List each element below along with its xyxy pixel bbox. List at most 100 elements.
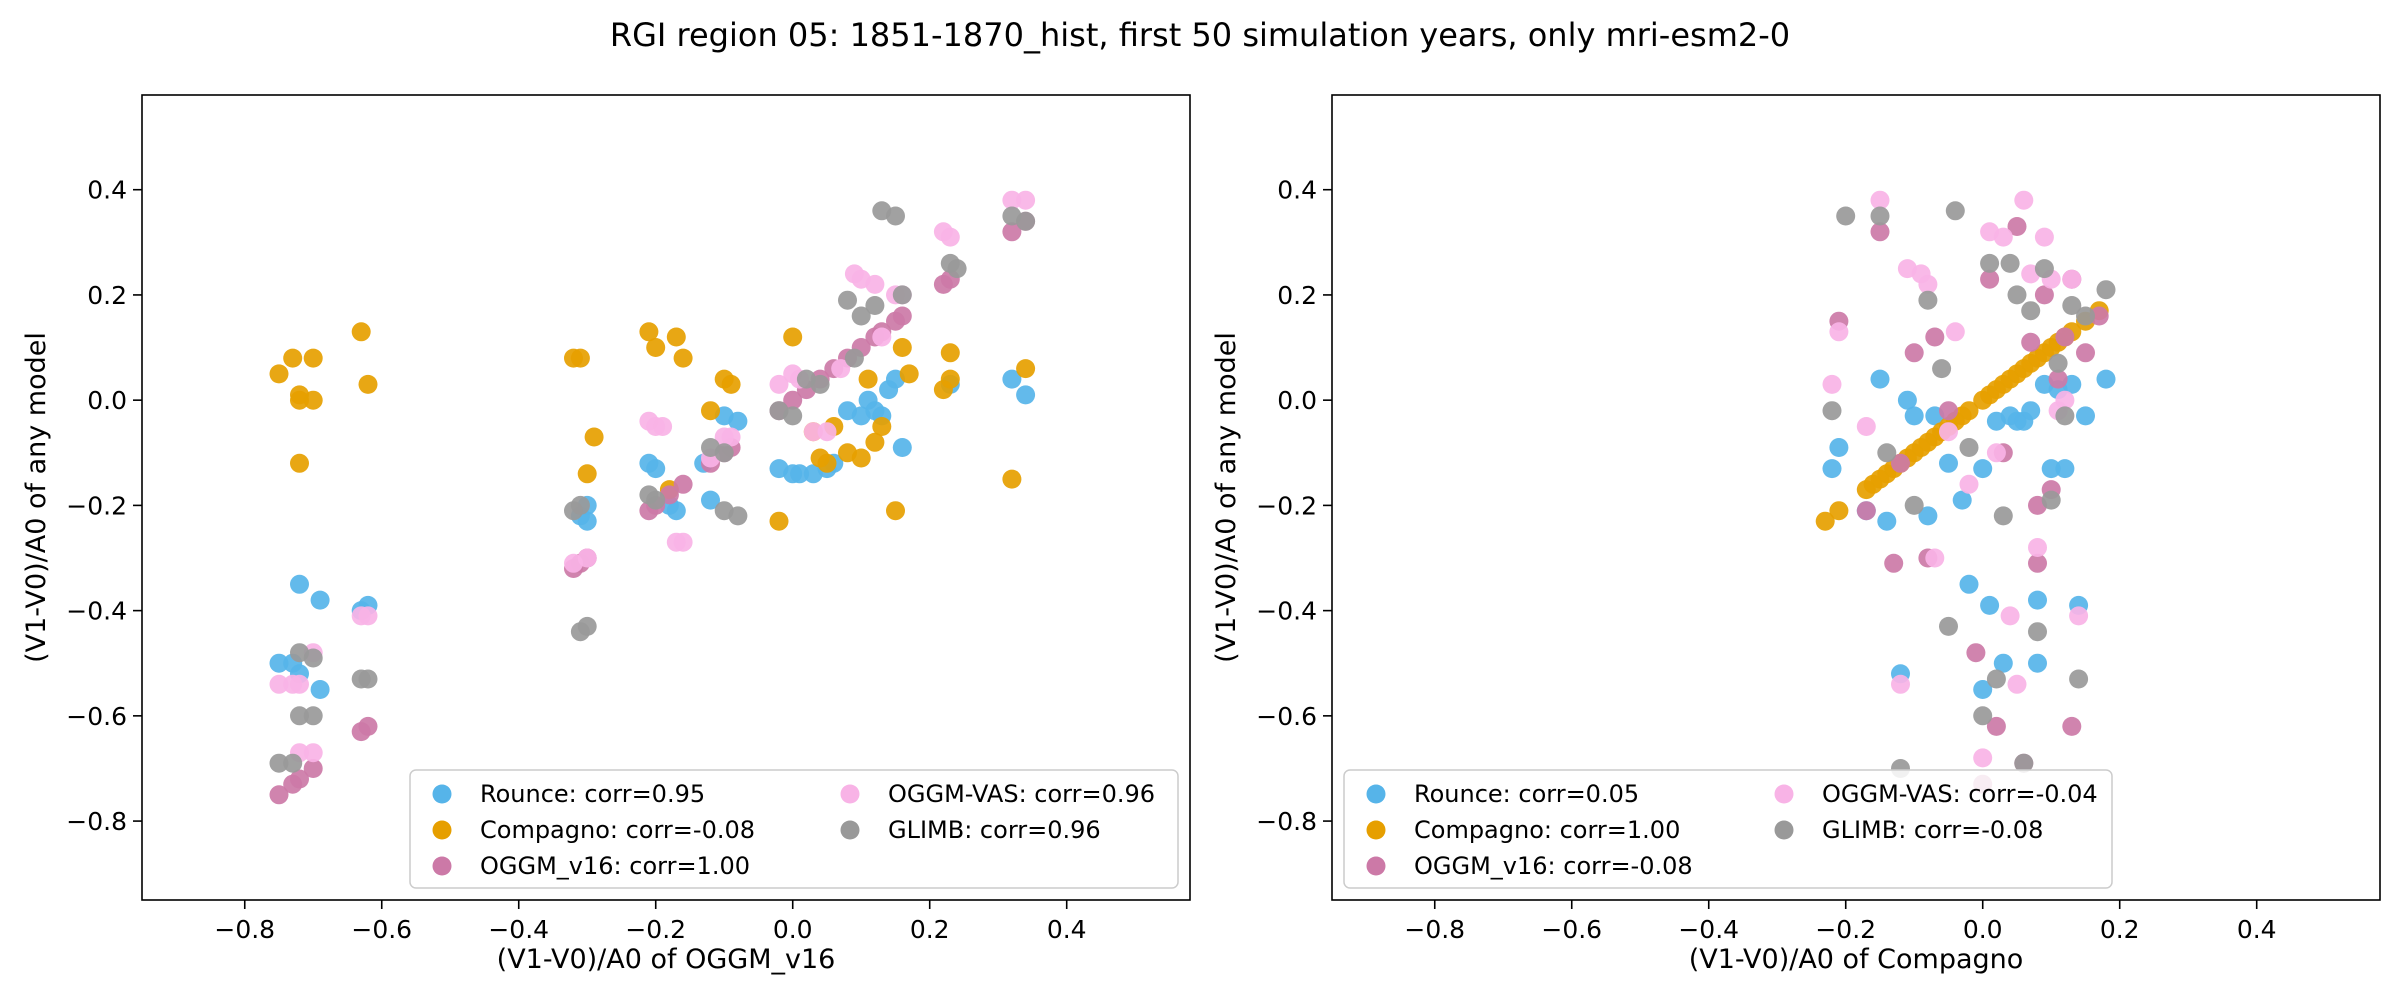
data-point bbox=[2000, 606, 2020, 626]
data-point bbox=[892, 438, 912, 457]
data-point bbox=[1980, 595, 2000, 615]
x-tick-label: −0.4 bbox=[488, 915, 549, 944]
legend-entry: OGGM-VAS: corr=0.96 bbox=[888, 780, 1155, 808]
data-point bbox=[673, 474, 693, 494]
data-point bbox=[1002, 469, 1022, 489]
data-point bbox=[2055, 390, 2075, 410]
data-point bbox=[2096, 280, 2116, 300]
data-point bbox=[584, 427, 604, 447]
data-point bbox=[851, 448, 871, 468]
data-point bbox=[358, 374, 378, 394]
data-point bbox=[2076, 306, 2095, 326]
data-point bbox=[892, 285, 912, 305]
data-point bbox=[947, 259, 967, 279]
data-point bbox=[872, 417, 892, 436]
data-point bbox=[1986, 443, 2006, 463]
legend-entry: GLIMB: corr=-0.08 bbox=[1822, 816, 2043, 844]
data-point bbox=[1829, 438, 1849, 457]
left-scatter-panel: −0.8 −0.8 −0.6 −0.6 −0.4 −0.4 −0.2 −0.2 0.0 0.0 0.… bbox=[21, 94, 1191, 975]
legend-entry: Compagno: corr=-0.08 bbox=[480, 816, 755, 844]
data-point bbox=[1891, 674, 1910, 694]
data-point bbox=[666, 327, 686, 347]
data-point bbox=[1870, 222, 1890, 242]
x-tick-label: 0.4 bbox=[1047, 915, 1087, 944]
data-point bbox=[2076, 343, 2095, 363]
data-point bbox=[1856, 417, 1876, 436]
data-point bbox=[2096, 369, 2116, 389]
legend-entry: Rounce: corr=0.05 bbox=[1414, 780, 1639, 808]
data-point bbox=[1829, 501, 1849, 521]
data-point bbox=[290, 706, 309, 726]
data-point bbox=[2041, 459, 2061, 479]
legend-marker bbox=[1366, 856, 1386, 876]
data-point bbox=[358, 716, 378, 736]
plot-frame bbox=[1331, 94, 2381, 901]
data-point bbox=[1856, 501, 1876, 521]
data-point bbox=[1973, 680, 1993, 699]
data-point bbox=[1925, 327, 1945, 347]
legend-marker bbox=[840, 784, 860, 804]
legend-marker bbox=[432, 856, 452, 876]
data-point bbox=[290, 674, 309, 694]
data-point bbox=[310, 590, 330, 610]
data-point bbox=[310, 680, 330, 699]
plot-frame bbox=[141, 94, 1191, 901]
data-point bbox=[283, 348, 303, 368]
y-tick-label: −0.2 bbox=[66, 491, 127, 520]
data-point bbox=[2048, 369, 2068, 389]
x-tick-label: −0.8 bbox=[214, 915, 275, 944]
data-point bbox=[1002, 190, 1022, 210]
data-point bbox=[2021, 401, 2041, 421]
data-point bbox=[646, 490, 666, 510]
data-point bbox=[2028, 553, 2047, 573]
data-point bbox=[2048, 353, 2068, 373]
data-point bbox=[1016, 359, 1036, 379]
legend-marker bbox=[432, 820, 452, 840]
data-point bbox=[865, 432, 885, 452]
data-point bbox=[1822, 459, 1842, 479]
y-tick-label: 0.0 bbox=[87, 386, 127, 415]
data-point bbox=[673, 532, 693, 552]
data-point bbox=[269, 785, 289, 805]
data-point bbox=[783, 390, 803, 410]
x-tick-label: 0.4 bbox=[2237, 915, 2277, 944]
data-point bbox=[858, 369, 878, 389]
data-point bbox=[865, 274, 885, 294]
data-point bbox=[646, 459, 666, 479]
data-point bbox=[1815, 511, 1835, 531]
data-point bbox=[2014, 190, 2034, 210]
data-point bbox=[653, 417, 673, 436]
data-point bbox=[303, 348, 323, 368]
data-point bbox=[817, 453, 837, 473]
data-point bbox=[1822, 401, 1842, 421]
data-point bbox=[303, 390, 323, 410]
data-point bbox=[570, 495, 590, 515]
data-point bbox=[1918, 506, 1938, 526]
data-point bbox=[1918, 290, 1938, 310]
y-tick-label: −0.2 bbox=[1256, 491, 1317, 520]
legend-box bbox=[1343, 769, 2113, 889]
data-point bbox=[2014, 753, 2034, 773]
data-point bbox=[2062, 716, 2082, 736]
data-point bbox=[2055, 459, 2075, 479]
data-point bbox=[1891, 453, 1910, 473]
legend-box bbox=[409, 769, 1179, 889]
data-point bbox=[783, 327, 803, 347]
data-point bbox=[290, 769, 309, 789]
data-point bbox=[1959, 438, 1979, 457]
x-tick-label: −0.6 bbox=[351, 915, 412, 944]
y-tick-label: 0.4 bbox=[87, 176, 127, 205]
legend-marker bbox=[432, 784, 452, 804]
data-point bbox=[2028, 653, 2047, 673]
y-tick-label: −0.4 bbox=[66, 597, 127, 626]
figure-title: RGI region 05: 1851-1870_hist, first 50 … bbox=[610, 16, 1790, 54]
data-point bbox=[1952, 490, 1972, 510]
data-point bbox=[1932, 359, 1952, 379]
series-glimb bbox=[269, 201, 1036, 773]
x-tick-label: 0.2 bbox=[2100, 915, 2140, 944]
series-compagno bbox=[269, 322, 1036, 531]
legend: Rounce: corr=0.05 Compagno: corr=1.00 OGGM… bbox=[1343, 769, 2113, 889]
data-point bbox=[2034, 259, 2054, 279]
legend-entry: Rounce: corr=0.95 bbox=[480, 780, 705, 808]
data-point bbox=[1993, 227, 2013, 247]
